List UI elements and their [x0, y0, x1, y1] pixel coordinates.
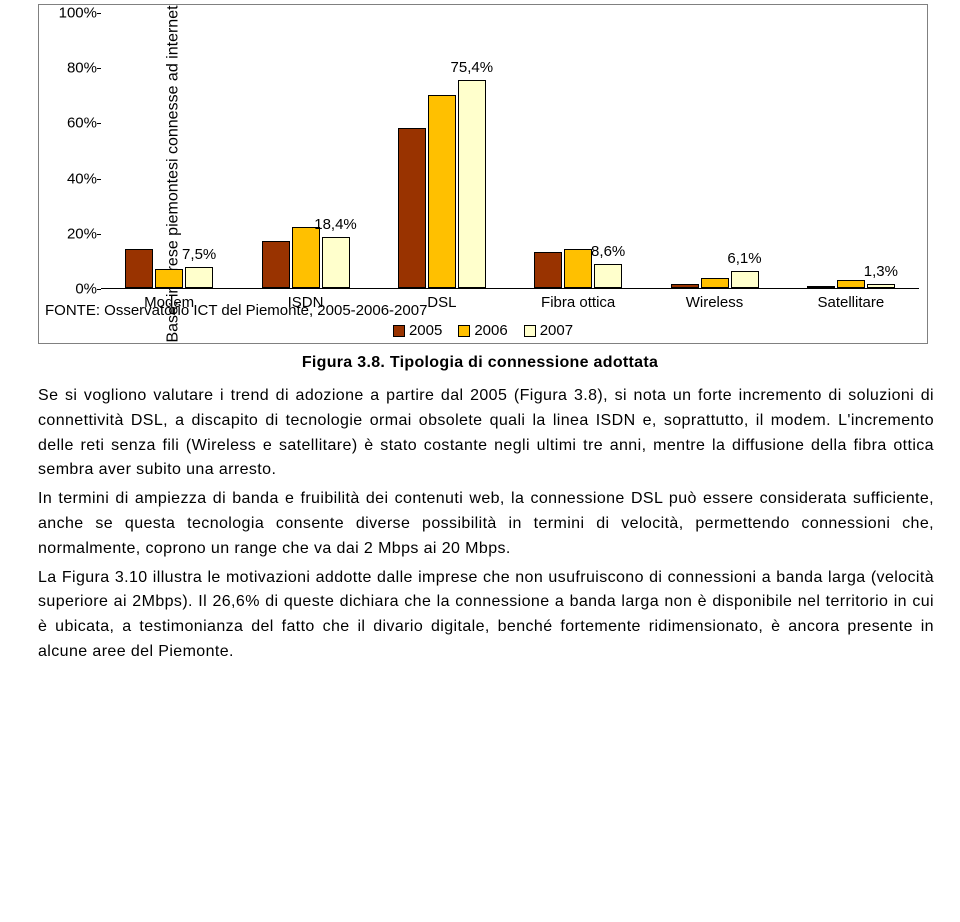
paragraph: Se si vogliono valutare i trend di adozi…	[38, 384, 934, 483]
xcategory-label: Wireless	[655, 294, 775, 311]
value-label: 8,6%	[591, 243, 625, 260]
ytick-label: 0%	[49, 281, 97, 298]
paragraph: In termini di ampiezza di banda e fruibi…	[38, 487, 934, 561]
ytick-label: 60%	[49, 115, 97, 132]
value-label: 1,3%	[864, 263, 898, 280]
body-text: Se si vogliono valutare i trend di adozi…	[0, 384, 960, 685]
document-page: Base: imprese piemontesi connesse ad int…	[0, 4, 960, 685]
ytick-label: 100%	[49, 5, 97, 22]
bar	[701, 278, 729, 288]
legend-swatch	[393, 325, 405, 337]
bar-group	[807, 280, 895, 288]
bar-group	[262, 227, 350, 288]
figure-caption: Figura 3.8. Tipologia di connessione ado…	[0, 354, 960, 372]
value-label: 75,4%	[451, 59, 494, 76]
ytick-label: 40%	[49, 170, 97, 187]
chart-plot-area: 0%20%40%60%80%100%Modem7,5%ISDN18,4%DSL7…	[101, 13, 919, 289]
bar	[398, 128, 426, 288]
bar	[292, 227, 320, 288]
bar	[534, 252, 562, 288]
chart-container: Base: imprese piemontesi connesse ad int…	[38, 4, 928, 344]
bar	[564, 249, 592, 288]
legend-item: 2006	[458, 322, 507, 339]
bar-group	[398, 80, 486, 288]
bar	[807, 286, 835, 288]
ytick-label: 80%	[49, 60, 97, 77]
bar	[155, 269, 183, 288]
bar	[671, 284, 699, 288]
bar	[262, 241, 290, 288]
legend-item: 2005	[393, 322, 442, 339]
legend-label: 2005	[409, 322, 442, 339]
paragraph: La Figura 3.10 illustra le motivazioni a…	[38, 566, 934, 665]
bar	[837, 280, 865, 288]
bar	[594, 264, 622, 288]
bar-group	[671, 271, 759, 288]
chart-source: FONTE: Osservatorio ICT del Piemonte, 20…	[45, 302, 427, 319]
bar	[731, 271, 759, 288]
xcategory-label: Satellitare	[791, 294, 911, 311]
bar	[428, 95, 456, 288]
chart-legend: 2005 2006 2007	[39, 322, 927, 339]
bar	[867, 284, 895, 288]
bar	[458, 80, 486, 288]
xcategory-label: Fibra ottica	[518, 294, 638, 311]
legend-label: 2006	[474, 322, 507, 339]
legend-item: 2007	[524, 322, 573, 339]
ytick-label: 20%	[49, 225, 97, 242]
value-label: 18,4%	[314, 216, 357, 233]
legend-swatch	[524, 325, 536, 337]
bar	[125, 249, 153, 288]
value-label: 7,5%	[182, 246, 216, 263]
legend-swatch	[458, 325, 470, 337]
bar	[185, 267, 213, 288]
legend-label: 2007	[540, 322, 573, 339]
bar	[322, 237, 350, 288]
value-label: 6,1%	[727, 250, 761, 267]
